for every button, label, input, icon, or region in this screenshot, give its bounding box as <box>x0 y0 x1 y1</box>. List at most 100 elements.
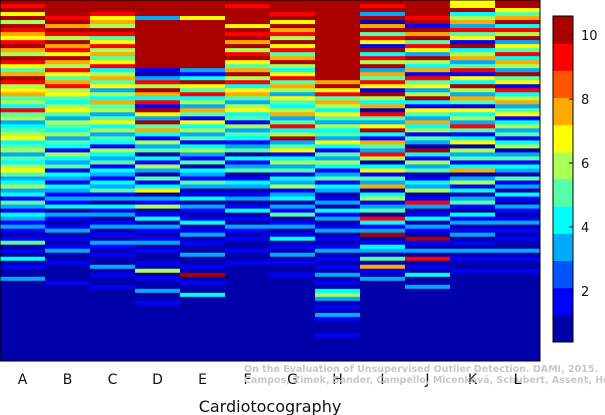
heatmap-cell <box>45 160 91 165</box>
heatmap-cell <box>225 208 271 214</box>
heatmap-cell <box>315 280 361 286</box>
heatmap-cell <box>0 220 46 226</box>
heatmap-cell <box>90 320 136 326</box>
heatmap-cell <box>90 344 136 350</box>
heatmap-cell <box>270 100 316 105</box>
heatmap-cell <box>315 20 361 25</box>
heatmap-cell <box>180 224 226 230</box>
heatmap-cell <box>405 168 451 173</box>
heatmap-cell <box>360 84 406 89</box>
heatmap-cell <box>450 64 496 69</box>
heatmap-cell <box>405 156 451 161</box>
colorbar-band <box>553 314 573 343</box>
heatmap-cell <box>0 244 46 250</box>
heatmap-cell <box>270 300 316 306</box>
heatmap-cell <box>90 136 136 141</box>
heatmap-cell <box>270 336 316 342</box>
heatmap-cell <box>0 124 46 129</box>
heatmap-cell <box>495 264 541 270</box>
heatmap-cell <box>405 304 451 310</box>
heatmap-cell <box>45 100 91 105</box>
heatmap-cell <box>0 296 46 302</box>
heatmap-cell <box>315 160 361 165</box>
heatmap-cell <box>450 56 496 61</box>
heatmap-cell <box>90 312 136 318</box>
heatmap-cell <box>270 348 316 354</box>
heatmap-cell <box>315 136 361 141</box>
heatmap-cell <box>225 12 271 17</box>
heatmap-cell <box>225 132 271 137</box>
heatmap-cell <box>360 92 406 97</box>
heatmap-cell <box>315 300 361 306</box>
heatmap-cell <box>450 288 496 294</box>
heatmap-cell <box>495 260 541 266</box>
credit-line-2: Campos, Zimek, Sander, Campello, Micenko… <box>244 375 605 386</box>
heatmap-cell <box>450 196 496 202</box>
heatmap-cell <box>270 32 316 37</box>
heatmap-cell <box>405 176 451 181</box>
heatmap-cell <box>90 40 136 45</box>
heatmap-cell <box>135 232 181 238</box>
heatmap-cell <box>450 204 496 210</box>
colorbar <box>553 16 573 343</box>
heatmap-cell <box>135 80 181 85</box>
heatmap-cell <box>90 348 136 354</box>
heatmap-cell <box>315 340 361 346</box>
heatmap-cell <box>405 324 451 330</box>
heatmap-cell <box>270 340 316 346</box>
heatmap-cell <box>360 228 406 234</box>
heatmap-cell <box>0 0 46 5</box>
heatmap-cell <box>0 156 46 161</box>
heatmap-cell <box>405 88 451 93</box>
heatmap-cell <box>450 300 496 306</box>
heatmap-cell <box>90 332 136 338</box>
heatmap-cell <box>315 80 361 85</box>
heatmap-cell <box>135 32 181 37</box>
heatmap-cell <box>360 296 406 302</box>
heatmap-cell <box>270 48 316 53</box>
heatmap-cell <box>45 268 91 274</box>
heatmap-cell <box>0 304 46 310</box>
heatmap-cell <box>360 160 406 165</box>
heatmap-cell <box>495 308 541 314</box>
heatmap-cell <box>360 224 406 230</box>
heatmap-cell <box>135 248 181 254</box>
heatmap-cell <box>450 100 496 105</box>
heatmap-cell <box>405 196 451 202</box>
heatmap-cell <box>315 168 361 173</box>
heatmap-cell <box>45 84 91 89</box>
heatmap-cell <box>495 188 541 194</box>
heatmap-cell <box>405 60 451 65</box>
heatmap-cell <box>90 284 136 290</box>
heatmap-cell <box>405 220 451 226</box>
heatmap-cell <box>405 356 451 362</box>
heatmap-cell <box>495 116 541 121</box>
heatmap-cell <box>270 168 316 173</box>
heatmap-cell <box>135 212 181 218</box>
heatmap-cell <box>135 204 181 210</box>
heatmap-cell <box>180 196 226 202</box>
heatmap-cell <box>225 256 271 262</box>
heatmap-cell <box>180 200 226 206</box>
heatmap-cell <box>495 276 541 282</box>
heatmap-cell <box>90 160 136 165</box>
colorbar-tick-label: 8 <box>581 93 589 108</box>
heatmap-cell <box>0 216 46 222</box>
heatmap-cell <box>45 8 91 13</box>
heatmap-cell <box>225 60 271 65</box>
heatmap-cell <box>360 76 406 81</box>
heatmap-cell <box>45 316 91 322</box>
heatmap-cell <box>270 44 316 49</box>
heatmap-cell <box>180 296 226 302</box>
heatmap-cell <box>450 356 496 362</box>
heatmap-cell <box>270 16 316 21</box>
heatmap-cell <box>45 40 91 45</box>
heatmap-cell <box>225 80 271 85</box>
heatmap-cell <box>0 352 46 358</box>
heatmap-cell <box>405 264 451 270</box>
heatmap-cell <box>270 304 316 310</box>
heatmap-cell <box>495 344 541 350</box>
heatmap-cell <box>315 208 361 214</box>
heatmap-cell <box>225 336 271 342</box>
heatmap-cell <box>450 96 496 101</box>
